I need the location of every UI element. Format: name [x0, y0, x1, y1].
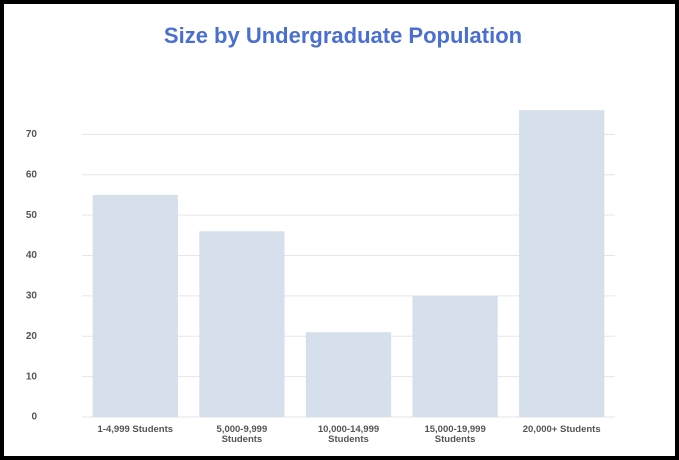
x-tick-label: 20,000+ Students — [522, 424, 601, 435]
y-tick-label: 70 — [26, 129, 38, 140]
chart: Size by Undergraduate Population 0 10 20 30… — [26, 23, 615, 423]
y-tick-label: 20 — [26, 331, 38, 342]
y-tick-label: 60 — [26, 169, 38, 180]
y-tick-label: 30 — [26, 291, 38, 302]
x-tick-label: 5,000-9,999 Students — [216, 424, 268, 445]
y-tick-label: 40 — [26, 250, 38, 261]
x-tick-label: 15,000-19,999 Students — [424, 424, 486, 445]
chart-title: Size by Undergraduate Population — [164, 23, 522, 48]
bar — [519, 110, 605, 418]
y-tick-label: 0 — [31, 412, 37, 423]
x-tick-label: 10,000-14,999 Students — [317, 424, 380, 445]
bar — [412, 295, 498, 417]
bar — [199, 231, 285, 417]
y-tick-label: 10 — [26, 371, 38, 382]
y-tick-label: 50 — [26, 210, 38, 221]
bar — [305, 332, 392, 417]
x-tick-label: 1-4,999 Students — [97, 424, 174, 435]
bar — [92, 194, 178, 417]
